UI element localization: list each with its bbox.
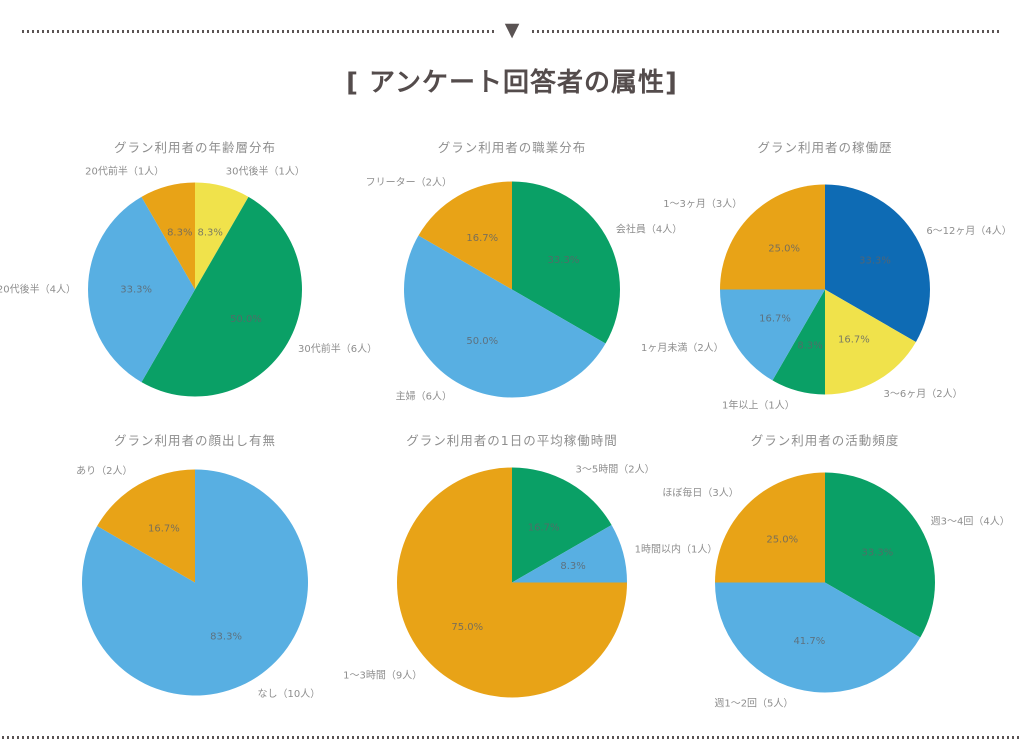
pie-chart-age-distribution: グラン利用者の年齢層分布 8.3% 30代後半（1人） 50.0% 30代前半（6人）… — [0, 125, 377, 420]
slice-category-label: フリーター（2人） — [366, 177, 452, 189]
pie-area: 33.3% 6～12ヶ月（4人） 16.7% 3～6ヶ月（2人） 8.3% 1年以上（1人… — [641, 147, 1012, 420]
pie-svg: 33.3% 6～12ヶ月（4人） 16.7% 3～6ヶ月（2人） 8.3% 1年以上（1人… — [641, 184, 1012, 412]
slice-category-label: 会社員（4人） — [616, 223, 682, 236]
page-title: [ アンケート回答者の属性] — [346, 68, 678, 98]
slice-percent-label: 83.3% — [210, 631, 242, 642]
pie-slice — [825, 289, 916, 395]
slice-category-label: 3～6ヶ月（2人） — [884, 388, 963, 400]
slice-percent-label: 50.0% — [230, 314, 262, 325]
slice-percent-label: 8.3% — [797, 340, 822, 351]
chart-title: グラン利用者の年齢層分布 — [113, 140, 276, 155]
slice-category-label: 30代後半（1人） — [226, 165, 305, 178]
pie-slice — [396, 467, 627, 698]
slice-category-label: 20代前半（1人） — [85, 165, 164, 178]
slice-percent-label: 25.0% — [768, 244, 800, 255]
slice-category-label: 週1～2回（5人） — [714, 697, 793, 709]
slice-category-label: 30代前半（6人） — [298, 342, 377, 355]
chart-title: グラン利用者の1日の平均稼働時間 — [406, 433, 618, 448]
pie-area: 16.7% 3～5時間（2人） 8.3% 1時間以内（1人） 75.0% 1～3時間（9人… — [343, 440, 717, 713]
slice-category-label: 3～5時間（2人） — [576, 464, 655, 476]
pie-slice — [141, 182, 195, 290]
slice-category-label: 1ヶ月未満（2人） — [641, 342, 724, 354]
slice-category-label: 6～12ヶ月（4人） — [926, 225, 1011, 237]
pie-chart-occupation: グラン利用者の職業分布 33.3% 会社員（4人） 50.0% 主婦（6人） 16.7%… — [350, 125, 683, 420]
pie-slice — [720, 184, 825, 290]
slice-category-label: 1～3時間（9人） — [343, 669, 422, 681]
pie-slice — [825, 184, 930, 342]
pie-svg: 33.3% 週3～4回（4人） 41.7% 週1～2回（5人） 25.0% ほぼ毎日（3人… — [662, 472, 1010, 709]
pie-chart-work-history: グラン利用者の稼働歴 33.3% 6～12ヶ月（4人） 16.7% 3～6ヶ月（2人）… — [641, 125, 1012, 420]
pie-slice — [715, 472, 825, 583]
slice-category-label: 1年以上（1人） — [722, 399, 795, 412]
slice-percent-label: 8.3% — [560, 561, 585, 572]
pie-slice — [418, 181, 512, 290]
pie-slice — [715, 582, 921, 693]
pie-area: 33.3% 会社員（4人） 50.0% 主婦（6人） 16.7% フリーター（2人） — [350, 147, 683, 420]
pie-chart-face-visibility: グラン利用者の顔出し有無 83.3% なし（10人） 16.7% あり（2人） — [40, 418, 350, 713]
slice-percent-label: 16.7% — [759, 313, 791, 324]
slice-percent-label: 75.0% — [451, 622, 483, 633]
chart-title: グラン利用者の職業分布 — [437, 140, 587, 155]
slice-percent-label: 16.7% — [528, 523, 560, 534]
slice-category-label: 主婦（6人） — [396, 390, 452, 402]
slice-percent-label: 16.7% — [148, 524, 180, 535]
slice-category-label: 1時間以内（1人） — [635, 543, 718, 556]
pie-slice — [720, 289, 825, 381]
slice-category-label: なし（10人） — [258, 688, 321, 700]
pie-slice — [88, 196, 195, 383]
slice-percent-label: 16.7% — [466, 233, 498, 244]
slice-percent-label: 50.0% — [466, 336, 498, 347]
pie-slice — [97, 469, 195, 583]
slice-percent-label: 8.3% — [198, 228, 223, 239]
pie-area: 8.3% 30代後半（1人） 50.0% 30代前半（6人） 33.3% 20代後半（4人… — [0, 147, 377, 420]
slice-percent-label: 8.3% — [167, 228, 192, 239]
pie-chart-daily-hours: グラン利用者の1日の平均稼働時間 16.7% 3～5時間（2人） 8.3% 1時間以内… — [343, 418, 717, 713]
slice-category-label: 20代後半（4人） — [0, 283, 76, 296]
slice-percent-label: 33.3% — [548, 255, 580, 266]
chart-title: グラン利用者の顔出し有無 — [113, 433, 276, 448]
slice-percent-label: 41.7% — [793, 636, 825, 647]
slice-percent-label: 16.7% — [838, 335, 870, 346]
chart-title: グラン利用者の活動頻度 — [750, 433, 900, 448]
pie-slice — [512, 525, 627, 583]
slice-category-label: 1～3ヶ月（3人） — [663, 198, 742, 210]
pie-slice — [195, 182, 249, 290]
pie-slice — [141, 196, 302, 397]
slice-percent-label: 33.3% — [859, 256, 891, 267]
pie-svg: 16.7% 3～5時間（2人） 8.3% 1時間以内（1人） 75.0% 1～3時間（9人… — [343, 464, 717, 698]
pie-svg: 83.3% なし（10人） 16.7% あり（2人） — [76, 465, 321, 700]
pie-svg: 8.3% 30代後半（1人） 50.0% 30代前半（6人） 33.3% 20代後半（4人… — [0, 165, 377, 397]
pie-slice — [825, 472, 935, 638]
pie-chart-activity-frequency: グラン利用者の活動頻度 33.3% 週3～4回（4人） 41.7% 週1～2回（5人）… — [662, 418, 1010, 713]
pie-svg: 33.3% 会社員（4人） 50.0% 主婦（6人） 16.7% フリーター（2人） — [366, 177, 683, 403]
bottom-dotted-divider — [2, 736, 1022, 739]
pie-slice — [404, 235, 606, 398]
pie-area: 83.3% なし（10人） 16.7% あり（2人） — [40, 440, 350, 713]
pie-area: 33.3% 週3～4回（4人） 41.7% 週1～2回（5人） 25.0% ほぼ毎日（3人… — [662, 440, 1010, 713]
pie-slice — [512, 467, 612, 583]
slice-percent-label: 33.3% — [120, 285, 152, 296]
slice-category-label: 週3～4回（4人） — [931, 516, 1010, 528]
slice-category-label: あり（2人） — [76, 465, 132, 477]
down-triangle-icon: ▼ — [494, 18, 530, 43]
chart-title: グラン利用者の稼働歴 — [757, 140, 893, 155]
pie-slice — [512, 181, 620, 344]
pie-slice — [772, 289, 825, 395]
slice-percent-label: 33.3% — [862, 547, 894, 558]
slice-category-label: ほぼ毎日（3人） — [662, 486, 738, 499]
slice-percent-label: 25.0% — [766, 535, 798, 546]
